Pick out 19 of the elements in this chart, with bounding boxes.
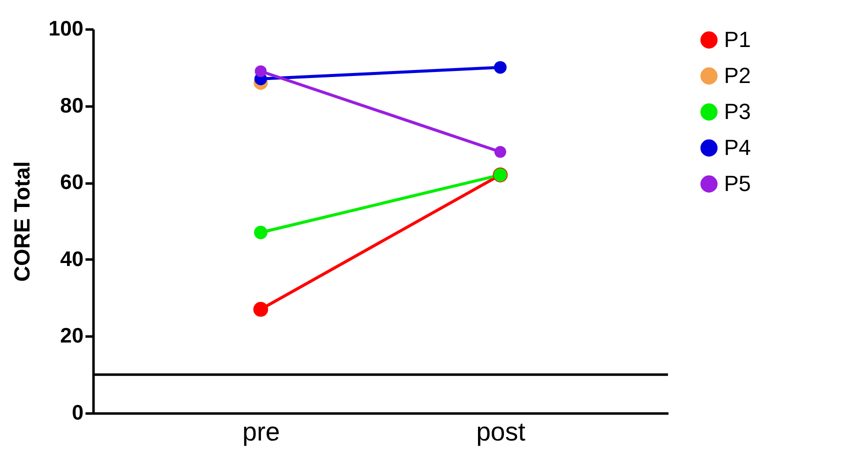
point xyxy=(254,226,268,240)
legend-label: P1 xyxy=(724,27,751,52)
y-axis-title: CORE Total xyxy=(9,161,34,282)
legend-label: P2 xyxy=(724,63,751,88)
legend-label: P4 xyxy=(724,135,751,160)
y-tick-label: 100 xyxy=(48,18,84,40)
point xyxy=(494,146,506,158)
y-tick-label: 60 xyxy=(60,171,84,194)
x-tick-label: pre xyxy=(242,416,280,446)
y-tick-label: 20 xyxy=(60,324,84,348)
legend-label: P5 xyxy=(724,171,751,196)
point xyxy=(253,302,268,317)
y-tick-label: 80 xyxy=(60,94,84,118)
x-tick-label: post xyxy=(476,416,526,446)
y-tick-label: 40 xyxy=(60,248,84,271)
point xyxy=(254,65,267,78)
point xyxy=(494,61,507,74)
legend-label: P3 xyxy=(724,99,751,124)
y-tick-label: 0 xyxy=(72,402,84,424)
